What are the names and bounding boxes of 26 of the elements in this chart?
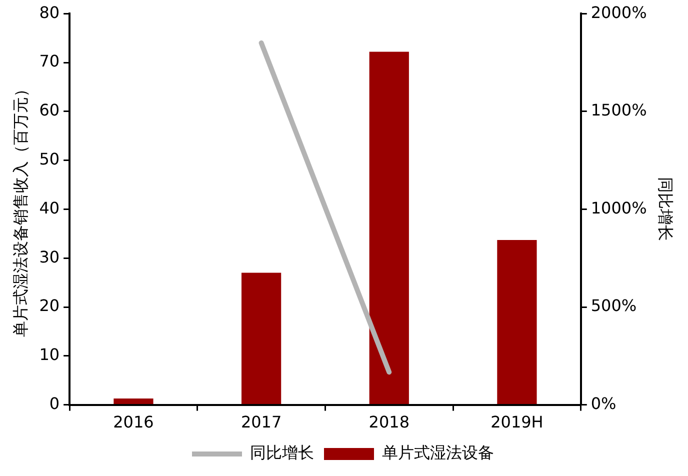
bar [114, 398, 154, 404]
y-tick-label: 40 [39, 198, 60, 218]
y2-axis-title: 同比增长 [656, 177, 676, 242]
x-tick-label: 2017 [240, 412, 282, 432]
y2-tick-label: 1500% [590, 100, 647, 120]
y-tick-label: 50 [39, 149, 60, 168]
y-tick-label: 70 [39, 52, 60, 71]
bar [241, 272, 282, 404]
y-axis-title: 单片式湿法设备销售收入（百万元） [10, 81, 30, 338]
y-tick-label: 30 [39, 247, 60, 266]
y-tick-label: 10 [39, 345, 60, 364]
y2-tick-label: 2000% [590, 2, 647, 22]
bar [497, 240, 537, 404]
y-tick-label: 0 [49, 394, 60, 413]
y-tick-label: 20 [39, 296, 60, 316]
x-tick-label: 2016 [113, 412, 154, 432]
x-tick-label: 2019H [490, 412, 544, 432]
bar [369, 52, 409, 404]
y-tick-label: 80 [39, 2, 60, 22]
x-tick-label: 2018 [368, 412, 410, 432]
y2-tick-label: 0% [590, 394, 616, 413]
y2-tick-label: 1000% [590, 198, 647, 218]
y2-tick-label: 500% [590, 296, 637, 316]
legend-label: 同比增长 [250, 443, 314, 462]
y-tick-label: 60 [39, 100, 60, 120]
legend-label: 单片式湿法设备 [382, 443, 494, 462]
